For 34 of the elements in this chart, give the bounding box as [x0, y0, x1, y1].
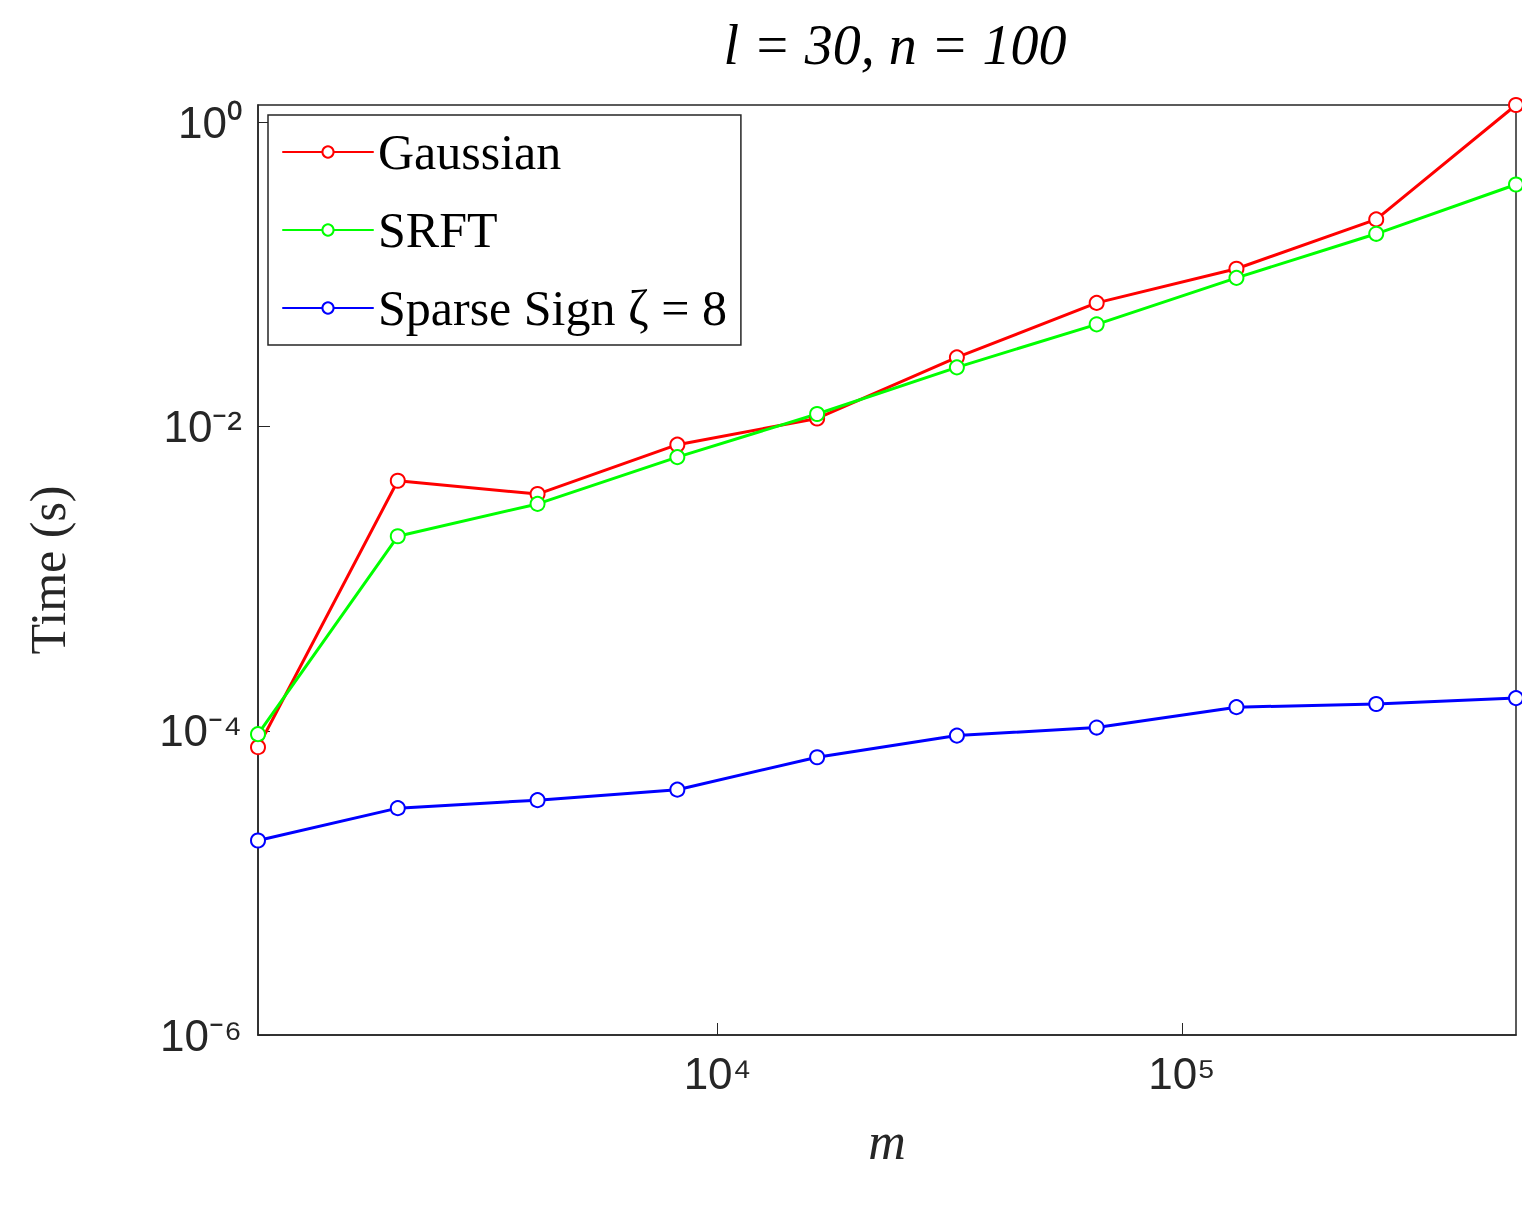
point [1368, 225, 1385, 242]
point [1368, 211, 1385, 228]
x-tick-label: 10⁵ [1148, 1048, 1216, 1098]
point [250, 726, 266, 743]
point [809, 405, 826, 422]
x-axis-title: m [868, 1112, 906, 1170]
y-tick-label: 10⁻² [163, 402, 242, 452]
legend-label: Gaussian [378, 124, 562, 180]
point [529, 495, 546, 512]
point [389, 528, 406, 545]
y-tick-label: 10⁰ [178, 97, 242, 147]
legend-label: Sparse Sign ζ = 8 [378, 280, 727, 336]
point [809, 749, 826, 766]
point [389, 800, 406, 817]
chart-title: l = 30, n = 100 [723, 14, 1067, 76]
point [389, 472, 406, 489]
legend-label: SRFT [378, 202, 498, 258]
point [250, 739, 266, 756]
point [948, 359, 965, 376]
y-axis-title: Time (s) [20, 485, 76, 655]
point [1088, 719, 1105, 736]
point [1088, 316, 1105, 333]
y-tick-label: 10⁻⁴ [159, 706, 242, 756]
point [1368, 696, 1385, 712]
point [1088, 294, 1105, 311]
point [669, 449, 686, 466]
point [1228, 699, 1245, 716]
x-tick-label: 10⁴ [683, 1048, 752, 1098]
y-tick-label: 10⁻⁶ [159, 1010, 242, 1060]
point [1228, 269, 1245, 286]
point [250, 832, 266, 849]
point [948, 727, 965, 744]
point [529, 792, 546, 809]
point [669, 781, 686, 798]
